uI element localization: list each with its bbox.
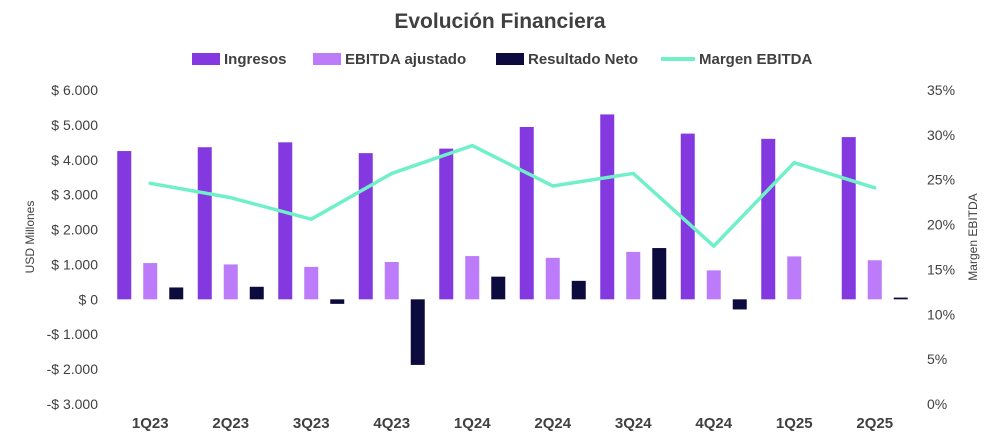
legend-label: EBITDA ajustado (345, 51, 466, 68)
legend-swatch-resultado-neto (496, 53, 524, 65)
bar-ingresos (761, 138, 776, 300)
y-tick-label: $ 2.000 (51, 222, 98, 238)
bar-ebitda-ajustado (384, 262, 399, 300)
x-tick-label: 2Q25 (856, 415, 893, 432)
bar-ebitda-ajustado (545, 257, 560, 300)
x-tick-label: 4Q24 (695, 415, 732, 432)
bar-ingresos (680, 133, 695, 300)
x-tick-label: 2Q23 (212, 415, 249, 432)
bar-ebitda-ajustado (706, 270, 721, 300)
y2-tick-label: 30% (927, 127, 955, 143)
bar-ebitda-ajustado (867, 260, 882, 300)
bar-resultado-neto (249, 286, 264, 300)
x-tick-label: 2Q24 (534, 415, 571, 432)
line-margen-ebitda (148, 143, 877, 248)
legend-swatch-ebitda-ajustado (313, 53, 341, 65)
y2-tick-label: 35% (927, 82, 955, 98)
y-tick-label: $ 3.000 (51, 187, 98, 203)
y2-tick-label: 10% (927, 306, 955, 322)
bar-resultado-neto (652, 248, 667, 300)
x-tick-label: 3Q23 (293, 415, 330, 432)
legend-label: Ingresos (224, 51, 287, 68)
bar-resultado-neto (571, 280, 586, 300)
x-tick-label: 1Q25 (776, 415, 813, 432)
y-tick-label: $ 4.000 (51, 152, 98, 168)
y-tick-label: $ 0 (79, 291, 99, 307)
bar-resultado-neto (410, 299, 425, 365)
bar-resultado-neto (732, 299, 747, 310)
y2-tick-label: 25% (927, 172, 955, 188)
y2-tick-label: 5% (927, 351, 947, 367)
bar-ebitda-ajustado (465, 256, 480, 300)
legend-label: Resultado Neto (528, 51, 638, 68)
bar-ebitda-ajustado (143, 263, 158, 300)
x-tick-label: 1Q24 (454, 415, 491, 432)
x-tick-label: 1Q23 (132, 415, 169, 432)
y-tick-label: $ 6.000 (51, 82, 98, 98)
y-tick-label: $ 1.000 (51, 256, 98, 272)
bar-ingresos (117, 151, 132, 300)
bar-ingresos (519, 126, 534, 300)
y-tick-label: $ 5.000 (51, 117, 98, 133)
bar-ingresos (197, 147, 212, 300)
legend-swatch-ingresos (192, 53, 220, 65)
y2-axis-title: Margen EBITDA (966, 193, 980, 280)
bar-ingresos (439, 148, 454, 300)
bar-ingresos (278, 142, 293, 300)
bar-resultado-neto (893, 297, 908, 300)
y2-tick-label: 15% (927, 261, 955, 277)
y-tick-label: -$ 3.000 (47, 396, 99, 412)
y-tick-label: -$ 1.000 (47, 326, 99, 342)
chart-title: Evolución Financiera (394, 10, 606, 33)
bar-ingresos (841, 137, 856, 300)
y-tick-label: -$ 2.000 (47, 361, 99, 377)
y-axis-title: USD Millones (23, 201, 37, 274)
bar-ebitda-ajustado (304, 266, 319, 300)
bar-ingresos (600, 114, 615, 300)
bar-resultado-neto (169, 287, 184, 300)
bar-ebitda-ajustado (626, 251, 641, 300)
x-tick-label: 4Q23 (373, 415, 410, 432)
legend-label: Margen EBITDA (699, 51, 813, 68)
bar-ebitda-ajustado (787, 256, 802, 300)
bar-resultado-neto (330, 299, 345, 304)
bar-ingresos (358, 153, 373, 300)
y2-tick-label: 20% (927, 217, 955, 233)
bar-ebitda-ajustado (223, 264, 238, 300)
bar-resultado-neto (491, 276, 506, 300)
y2-tick-label: 0% (927, 396, 947, 412)
x-tick-label: 3Q24 (615, 415, 652, 432)
